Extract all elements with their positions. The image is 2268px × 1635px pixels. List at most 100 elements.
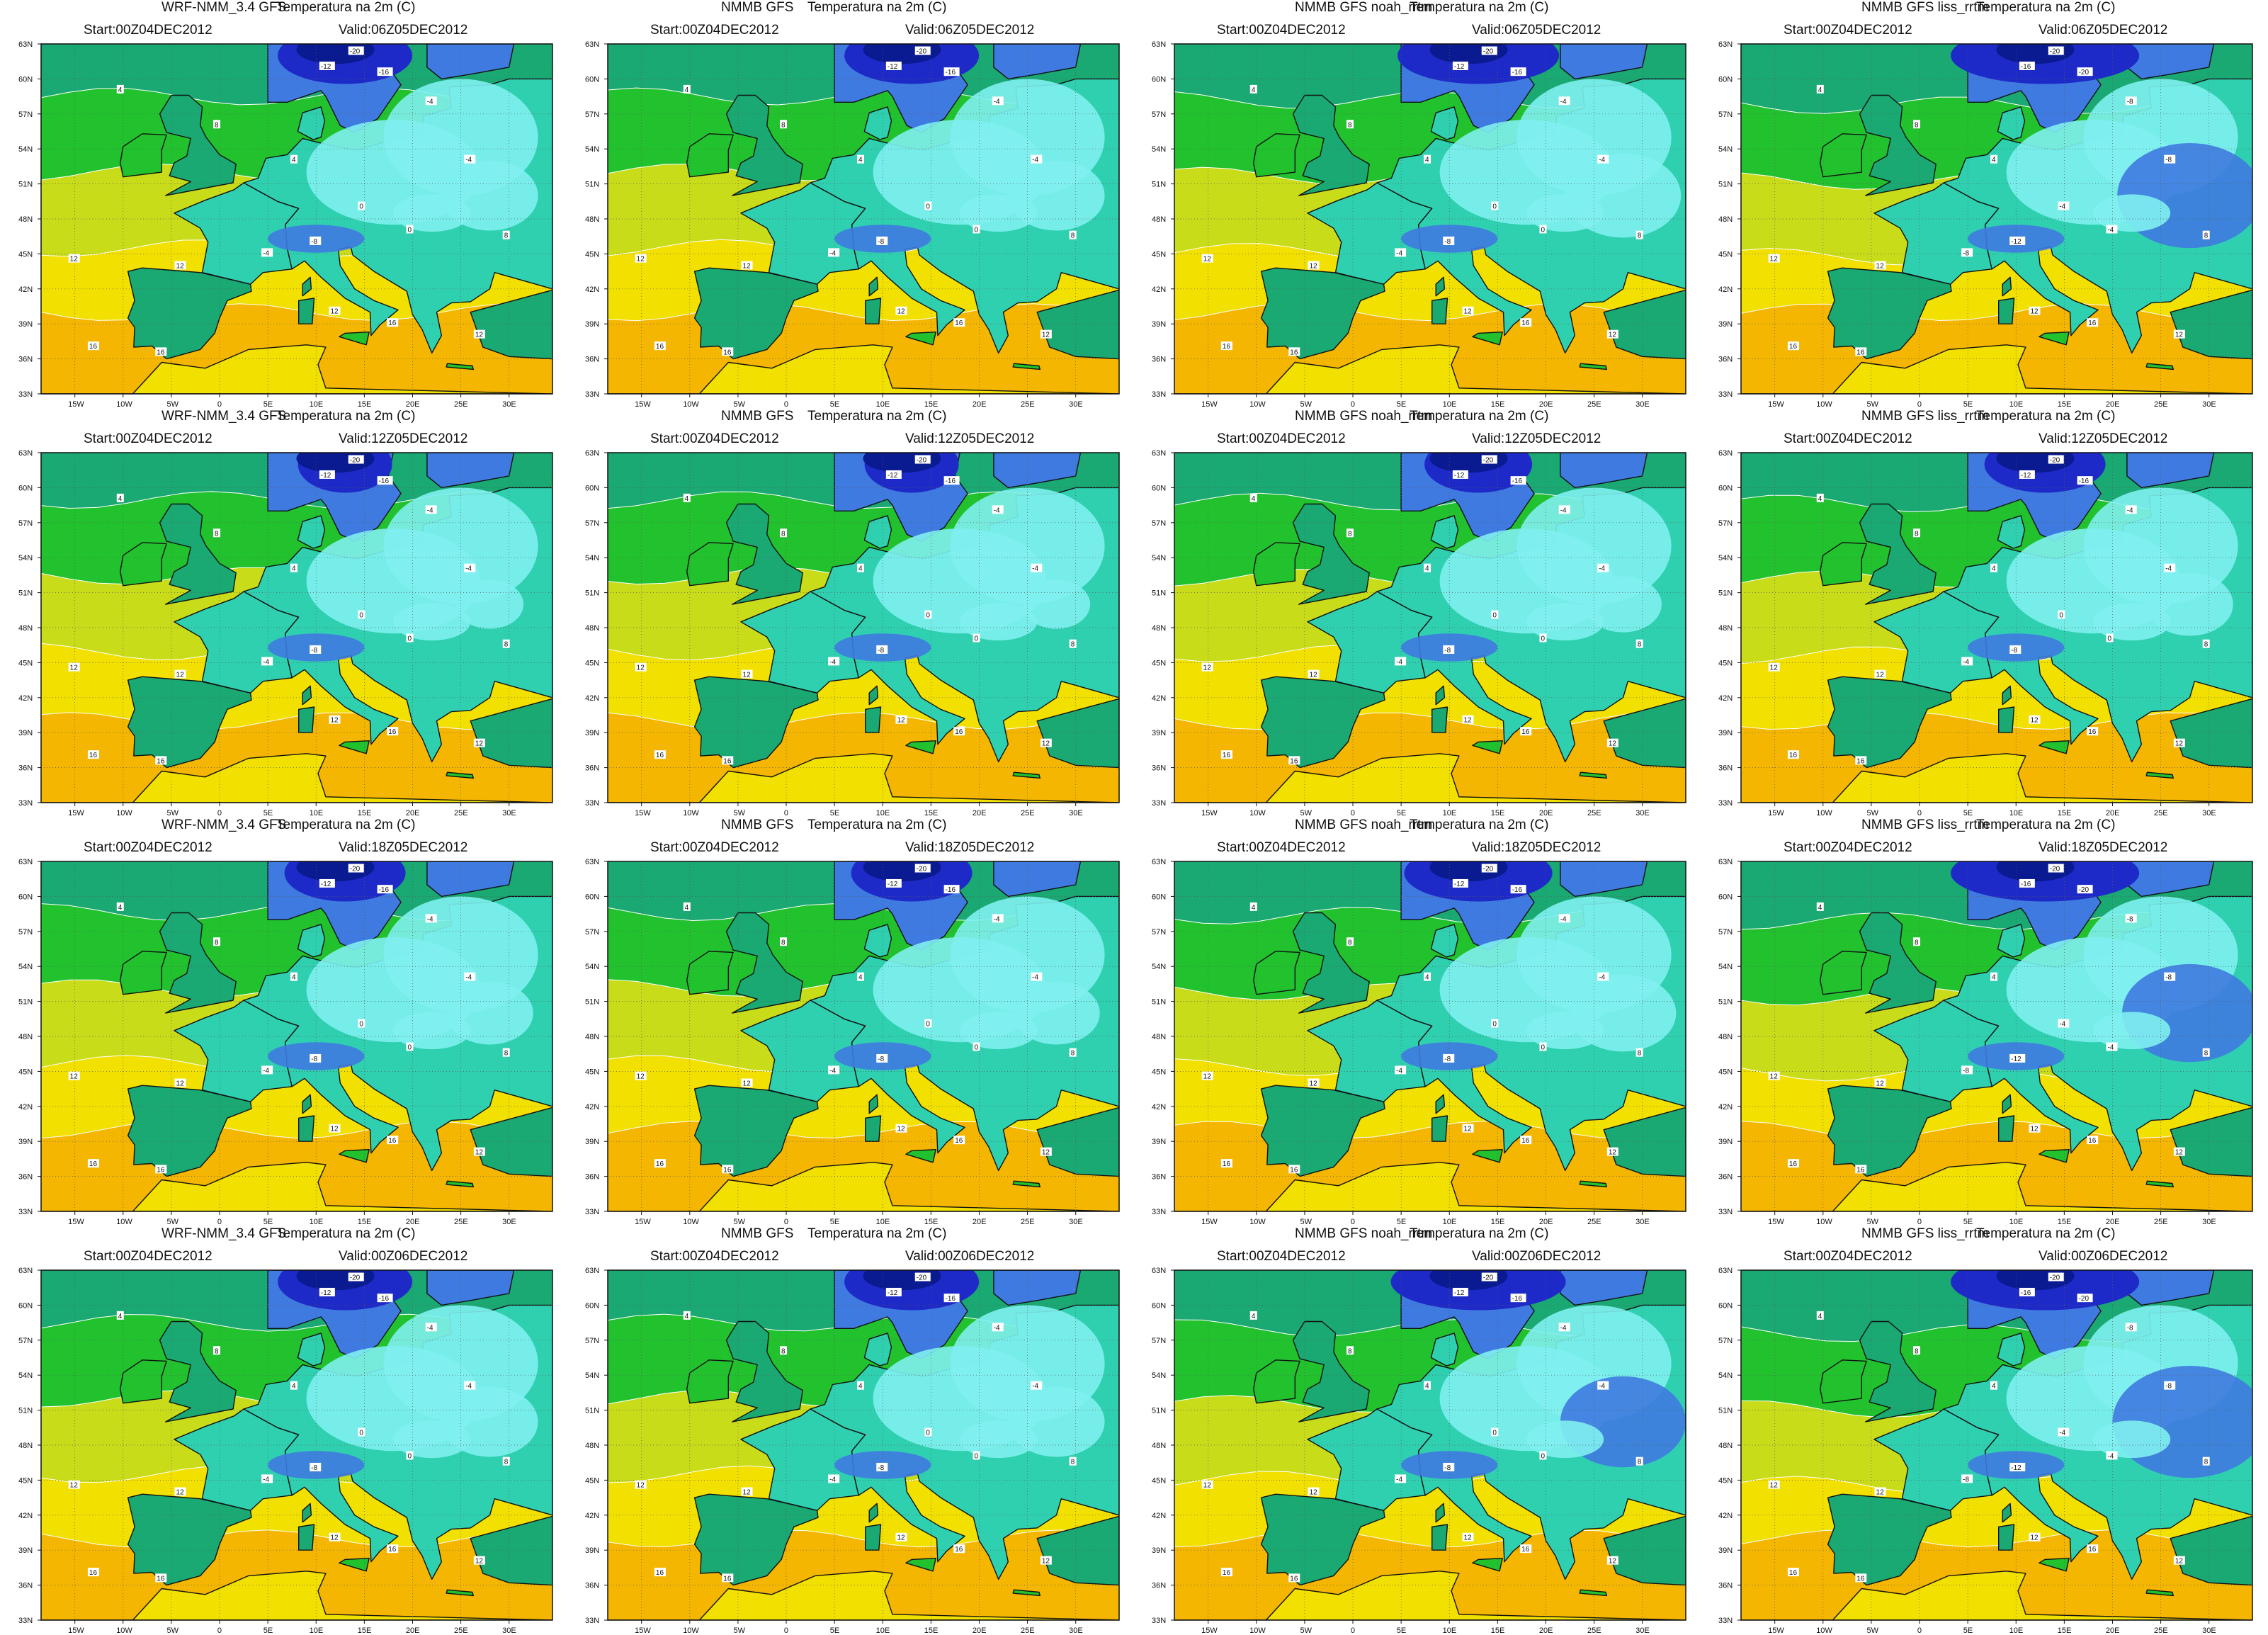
contour-label: 0 (407, 226, 412, 234)
contour-label: -12 (1454, 63, 1465, 71)
lat-tick-label: 54N (1718, 963, 1733, 971)
contour-label-bg (2087, 318, 2099, 327)
lat-tick-label: 57N (1152, 1337, 1166, 1345)
lon-tick-label: 30E (502, 1626, 516, 1635)
panel-title: WRF-NMM_3.4 GFS Temperatura na 2m (C) (0, 1226, 567, 1245)
contour-label: 12 (637, 664, 645, 672)
contour-label-bg (1558, 96, 1570, 106)
lat-tick-label: 60N (18, 893, 33, 901)
lon-tick-label: 25E (2154, 809, 2168, 818)
lon-tick-label: 0 (784, 1626, 788, 1635)
contour-label: 4 (858, 974, 863, 982)
contour-label: -4 (994, 98, 1000, 106)
contour-label-bg (1510, 885, 1526, 894)
temperature-map: 16 16 12 12 12 16 4 8 4 0 0 -4 8 -8 -4 -12 -16 -20 -4 12 15W… (18, 449, 553, 818)
lat-tick-label: 48N (1718, 624, 1733, 633)
contour-label-bg (473, 1147, 485, 1156)
contour-label: -20 (2050, 1274, 2060, 1282)
contour-label: -8 (311, 647, 317, 655)
contour-label-bg (87, 750, 99, 759)
contour-label: 12 (1770, 664, 1779, 672)
contour-label: 12 (1463, 1534, 1472, 1542)
lon-tick-label: 30E (1635, 400, 1650, 409)
contour-label-bg (953, 727, 965, 736)
land-denmark (1430, 515, 1459, 549)
land-sicily (1472, 332, 1503, 346)
lon-tick-label: 15E (1491, 1626, 1505, 1635)
land-crete (446, 363, 474, 370)
lat-tick-label: 42N (18, 1512, 33, 1520)
contour-label-bg (1606, 1147, 1618, 1156)
lat-tick-label: 57N (1718, 928, 1733, 937)
contour-label-bg (992, 1323, 1004, 1332)
contour-label: 4 (858, 157, 863, 164)
contour-label: -8 (2165, 1383, 2172, 1391)
contour-label-bg (885, 878, 902, 888)
lon-tick-label: 25E (1587, 809, 1601, 818)
lat-tick-label: 33N (18, 799, 33, 808)
contour-label: -4 (1560, 507, 1567, 514)
land-denmark (863, 106, 892, 140)
contour-label-bg (1220, 750, 1232, 759)
contour-label-bg (1787, 341, 1799, 351)
lat-tick-label: 54N (585, 145, 599, 154)
lon-tick-label: 5E (1963, 809, 1973, 818)
contour-label: -20 (917, 457, 927, 465)
land-sardinia (298, 1524, 315, 1551)
start-time: Start:00Z04DEC2012 (1217, 1249, 1346, 1264)
lat-tick-label: 33N (1152, 799, 1166, 808)
land-denmark (1997, 1333, 2026, 1367)
contour-label: -8 (1444, 1056, 1451, 1063)
lon-tick-label: 15E (924, 400, 939, 409)
land-sardinia (865, 298, 882, 324)
lat-tick-label: 45N (1718, 659, 1733, 667)
contour-label-bg (1597, 563, 1609, 572)
contour-label-bg (155, 1165, 167, 1174)
lat-tick-label: 39N (585, 1138, 599, 1146)
contour-label-bg (87, 1159, 99, 1168)
contour-label: -8 (1444, 647, 1451, 655)
contour-label: 4 (1425, 974, 1429, 982)
lon-tick-label: 20E (2106, 1626, 2120, 1635)
variable-name: Temperatura na 2m (C) (276, 0, 416, 15)
contour-label-bg (1597, 1381, 1609, 1390)
contour-label-bg (377, 476, 393, 485)
contour-label-bg (1069, 230, 1077, 239)
contour-label: 12 (176, 1080, 185, 1088)
start-time: Start:00Z04DEC2012 (1784, 431, 1912, 446)
contour-label-bg (876, 645, 888, 654)
lon-tick-label: 5W (1867, 1626, 1879, 1635)
contour-label: 16 (1223, 752, 1231, 759)
contour-label: 16 (1856, 1166, 1865, 1174)
lon-tick-label: 25E (1587, 1218, 1601, 1226)
contour-label: 0 (974, 1043, 978, 1051)
contour-label: -16 (379, 477, 390, 485)
land-ireland (1252, 1359, 1300, 1404)
model-name: NMMB GFS (721, 0, 794, 15)
lat-tick-label: 63N (585, 1267, 599, 1275)
forecast-panel: 16 16 12 12 12 16 4 8 4 0 0 -4 8 -8 -4 -12 -16 -20 -4 12 15W… (1133, 409, 1700, 818)
lat-tick-label: 60N (1718, 1301, 1733, 1310)
lat-tick-label: 36N (1152, 764, 1166, 773)
contour-label: 0 (2107, 635, 2111, 643)
contour-label: -20 (350, 48, 361, 56)
contour-label-bg (876, 1462, 888, 1471)
contour-label-bg (261, 657, 273, 666)
contour-label: 16 (955, 319, 963, 327)
lon-tick-label: 20E (2106, 1218, 2120, 1226)
lat-tick-label: 63N (18, 40, 33, 49)
forecast-panel: 16 16 12 12 12 16 4 8 4 0 0 -4 8 -8 -4 -12 -16 -20 -4 12 15W… (1133, 0, 1700, 409)
contour-label: 8 (504, 641, 509, 649)
land-corsica (1435, 1094, 1446, 1114)
land-crete (1012, 1589, 1041, 1597)
land-corsica (868, 685, 879, 706)
contour-label: -4 (2107, 1452, 2114, 1460)
cold-air-patch (2093, 194, 2171, 232)
panel-title: NMMB GFS Temperatura na 2m (C) (567, 0, 1133, 18)
lon-tick-label: 25E (454, 1626, 468, 1635)
lon-tick-label: 5W (734, 1218, 746, 1226)
lat-tick-label: 51N (585, 181, 599, 189)
cold-air-patch (1584, 576, 1662, 633)
land-sicily (905, 1558, 936, 1572)
